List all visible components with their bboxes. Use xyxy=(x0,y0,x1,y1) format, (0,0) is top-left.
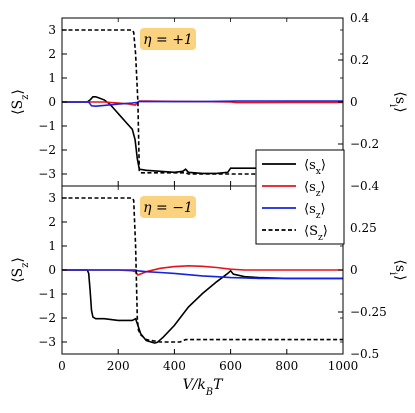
x-tick-label: 200 xyxy=(107,359,130,373)
y-right-axis-label: ⟨si⟩ xyxy=(388,91,409,112)
y-left-tick-label: 1 xyxy=(48,71,56,85)
eta-badge-bottom xyxy=(140,196,196,218)
eta-badge-top xyxy=(140,28,196,50)
series-top-0 xyxy=(62,96,343,175)
x-tick-label: 600 xyxy=(219,359,242,373)
y-left-tick-label: −2 xyxy=(38,143,56,157)
legend-label: ⟨sx⟩ xyxy=(304,158,326,177)
y-right-tick-label: −0.25 xyxy=(350,305,387,319)
x-tick-label: 400 xyxy=(163,359,186,373)
y-left-tick-label: −3 xyxy=(38,335,56,349)
y-right-tick-label: −0.2 xyxy=(350,137,379,151)
legend-label: ⟨Sz⟩ xyxy=(304,224,328,243)
y-left-axis-label: ⟨Sz⟩ xyxy=(10,257,31,283)
y-left-tick-label: −1 xyxy=(38,119,56,133)
x-tick-label: 0 xyxy=(58,359,66,373)
panel-top xyxy=(61,17,344,187)
eta-badge-label: η = +1 xyxy=(143,32,193,48)
y-left-tick-label: 2 xyxy=(48,47,56,61)
legend-label: ⟨sz⟩ xyxy=(304,180,326,199)
y-right-tick-label: −0.5 xyxy=(350,347,379,361)
y-right-tick-label: −0.4 xyxy=(350,179,380,193)
y-right-tick-label: 0 xyxy=(350,95,358,109)
series-top-3 xyxy=(62,29,343,175)
y-right-tick-label: 0.25 xyxy=(350,221,377,235)
y-left-tick-label: 0 xyxy=(48,95,56,109)
y-right-tick-label: 0 xyxy=(350,263,358,277)
y-left-tick-label: 2 xyxy=(48,215,56,229)
panel-bottom xyxy=(61,185,344,355)
y-left-tick-label: −2 xyxy=(38,311,56,325)
y-left-tick-label: 0 xyxy=(48,263,56,277)
y-right-tick-label: 0.4 xyxy=(350,11,369,25)
legend-label: ⟨sz⟩ xyxy=(304,202,326,221)
y-left-axis-label: ⟨Sz⟩ xyxy=(10,89,31,115)
series-top-2 xyxy=(62,100,343,108)
y-left-tick-label: −1 xyxy=(38,287,56,301)
x-axis-label: V/kBT xyxy=(183,377,225,398)
x-tick-label: 800 xyxy=(275,359,298,373)
legend-box xyxy=(255,149,345,245)
series-bottom-3 xyxy=(62,197,343,343)
y-left-tick-label: −3 xyxy=(38,167,56,181)
series-bottom-0 xyxy=(62,269,343,344)
y-left-tick-label: 3 xyxy=(48,191,56,205)
eta-badge-label: η = −1 xyxy=(143,200,193,216)
y-right-tick-label: 0.2 xyxy=(350,53,369,67)
y-right-axis-label: ⟨si⟩ xyxy=(388,259,409,280)
y-left-tick-label: 1 xyxy=(48,239,56,253)
x-tick-label: 1000 xyxy=(328,359,359,373)
series-bottom-2 xyxy=(62,269,343,280)
y-left-tick-label: 3 xyxy=(48,23,56,37)
